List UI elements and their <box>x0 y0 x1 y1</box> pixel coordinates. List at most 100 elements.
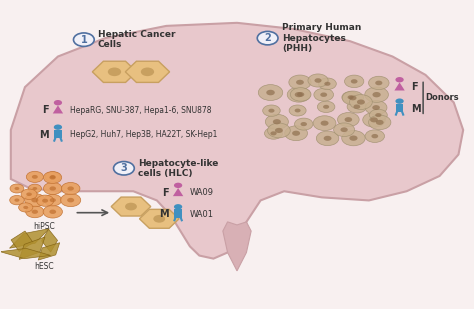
Text: Hepatocyte-like
cells (HLC): Hepatocyte-like cells (HLC) <box>138 159 219 178</box>
Circle shape <box>291 88 311 101</box>
Circle shape <box>49 210 56 214</box>
Polygon shape <box>394 83 405 91</box>
Circle shape <box>313 116 336 131</box>
Circle shape <box>153 215 165 223</box>
Circle shape <box>49 176 56 180</box>
Circle shape <box>50 198 56 202</box>
Text: WA01: WA01 <box>190 210 214 219</box>
Circle shape <box>351 79 357 83</box>
Circle shape <box>141 67 154 76</box>
Circle shape <box>320 92 327 97</box>
Circle shape <box>319 78 337 90</box>
Circle shape <box>295 108 301 112</box>
Circle shape <box>375 81 383 85</box>
Circle shape <box>44 194 62 206</box>
Polygon shape <box>0 248 51 259</box>
Circle shape <box>43 205 63 218</box>
Circle shape <box>349 135 357 141</box>
Polygon shape <box>11 231 33 252</box>
Text: F: F <box>162 188 169 198</box>
Bar <box>55 130 62 138</box>
Circle shape <box>340 127 348 132</box>
Circle shape <box>174 204 182 210</box>
Circle shape <box>370 117 378 122</box>
Circle shape <box>289 75 311 90</box>
Circle shape <box>347 95 354 99</box>
Circle shape <box>174 183 182 188</box>
Circle shape <box>337 112 359 127</box>
Circle shape <box>33 187 37 190</box>
Circle shape <box>395 99 404 104</box>
Circle shape <box>349 95 356 100</box>
Circle shape <box>372 134 378 138</box>
Circle shape <box>342 91 359 103</box>
Circle shape <box>369 109 387 121</box>
Circle shape <box>323 105 329 109</box>
Circle shape <box>314 88 334 101</box>
Circle shape <box>54 125 62 130</box>
Circle shape <box>125 203 137 210</box>
Circle shape <box>61 194 81 207</box>
Circle shape <box>61 182 80 195</box>
Circle shape <box>26 206 44 218</box>
Circle shape <box>373 92 381 97</box>
Circle shape <box>265 114 288 129</box>
Circle shape <box>67 198 74 202</box>
Circle shape <box>375 113 382 117</box>
Circle shape <box>21 189 37 199</box>
Circle shape <box>349 95 372 109</box>
Circle shape <box>270 131 277 135</box>
Polygon shape <box>53 105 63 113</box>
Circle shape <box>347 100 366 113</box>
Text: M: M <box>39 129 48 140</box>
Circle shape <box>44 171 62 184</box>
Circle shape <box>67 186 74 191</box>
Circle shape <box>258 85 283 100</box>
Text: F: F <box>411 82 418 92</box>
Circle shape <box>342 130 365 146</box>
Polygon shape <box>11 23 463 259</box>
Text: Hepatic Cancer
Cells: Hepatic Cancer Cells <box>98 30 175 49</box>
Circle shape <box>369 115 391 130</box>
Circle shape <box>32 210 38 214</box>
Circle shape <box>308 74 328 87</box>
Circle shape <box>357 99 365 105</box>
Circle shape <box>36 195 54 206</box>
Text: HepG2, Huh7, Hep3B, HA22T, SK-Hep1: HepG2, Huh7, Hep3B, HA22T, SK-Hep1 <box>70 130 217 139</box>
Circle shape <box>10 184 24 193</box>
Circle shape <box>320 121 328 126</box>
Circle shape <box>45 172 61 182</box>
Circle shape <box>9 195 24 205</box>
Text: M: M <box>411 104 421 114</box>
Circle shape <box>257 32 278 45</box>
Circle shape <box>297 92 304 97</box>
Text: Primary Human
Hepatocytes
(PHH): Primary Human Hepatocytes (PHH) <box>282 23 361 53</box>
Text: 3: 3 <box>120 163 128 173</box>
Polygon shape <box>92 61 137 83</box>
Circle shape <box>273 119 281 124</box>
Circle shape <box>263 105 280 116</box>
Circle shape <box>372 105 380 110</box>
Circle shape <box>289 105 306 116</box>
Circle shape <box>267 123 290 138</box>
Circle shape <box>345 117 352 122</box>
Polygon shape <box>139 209 179 228</box>
Circle shape <box>342 91 364 105</box>
Circle shape <box>31 198 38 202</box>
Circle shape <box>25 193 45 207</box>
Bar <box>396 104 403 112</box>
Circle shape <box>114 162 134 175</box>
Circle shape <box>44 182 62 195</box>
Circle shape <box>354 104 360 109</box>
Circle shape <box>318 101 335 112</box>
Circle shape <box>292 131 300 136</box>
Polygon shape <box>173 188 183 196</box>
Circle shape <box>108 67 121 76</box>
Text: hESC: hESC <box>34 262 54 271</box>
Circle shape <box>369 76 389 90</box>
Text: HepaRG, SNU-387, Hepa1-6, SNU878: HepaRG, SNU-387, Hepa1-6, SNU878 <box>70 106 211 115</box>
Text: 2: 2 <box>264 33 271 43</box>
Polygon shape <box>42 229 57 252</box>
Circle shape <box>73 33 94 46</box>
Circle shape <box>15 187 19 190</box>
